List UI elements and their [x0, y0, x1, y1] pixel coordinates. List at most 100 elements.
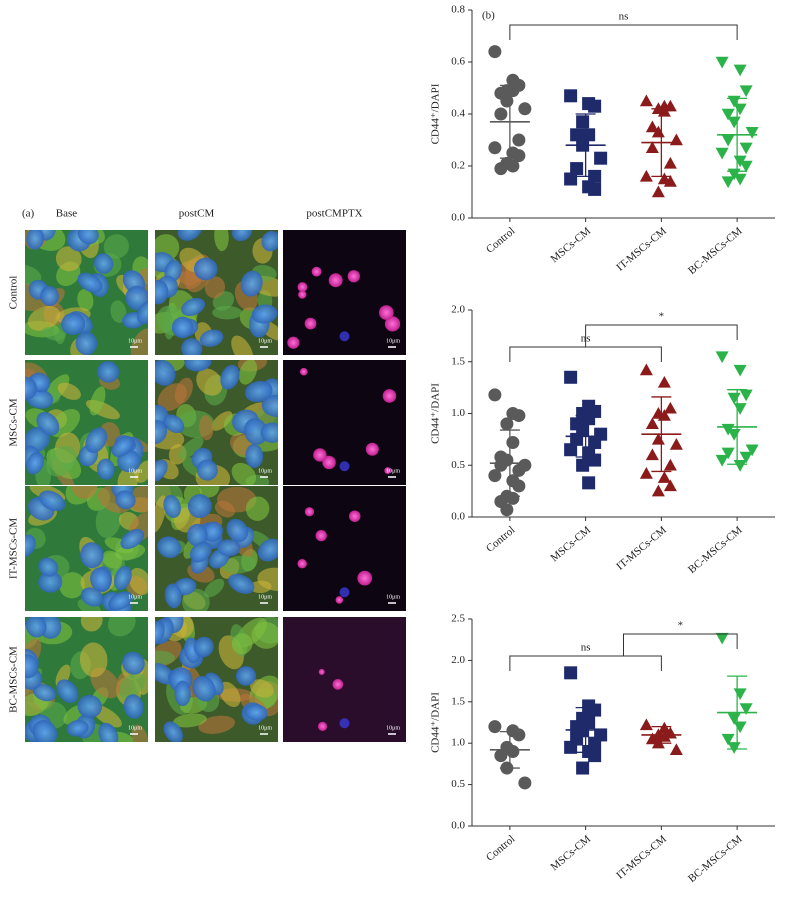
- scale-label: 10μm: [128, 725, 142, 731]
- y-tick-label: 1.0: [451, 737, 465, 749]
- stained-cell: [297, 558, 307, 569]
- image: [283, 486, 406, 611]
- column-label: postCM: [179, 208, 215, 220]
- comparison-bracket: [509, 24, 738, 40]
- nucleus: [155, 459, 168, 483]
- nucleus: [260, 422, 278, 443]
- data-point: [588, 182, 602, 196]
- scale-label: 10μm: [128, 594, 142, 600]
- data-point: [715, 454, 729, 467]
- data-point: [564, 740, 578, 754]
- micrograph: 10μm: [283, 486, 406, 611]
- data-point: [512, 479, 526, 493]
- data-point: [488, 720, 502, 734]
- comparison-bracket: [585, 324, 738, 347]
- cytoplasm: [155, 495, 167, 533]
- data-point: [588, 99, 602, 113]
- nucleus: [244, 704, 268, 721]
- nucleus: [163, 494, 181, 518]
- image: [155, 230, 278, 355]
- data-point: [645, 141, 659, 153]
- image: [283, 360, 406, 485]
- cytoplasm: [231, 462, 257, 485]
- cytoplasm: [174, 377, 193, 404]
- column-label: postCMPTX: [306, 208, 362, 220]
- data-point: [721, 108, 735, 121]
- data-point: [645, 732, 659, 745]
- data-point: [564, 89, 578, 103]
- nucleus: [163, 721, 183, 742]
- nucleus: [235, 666, 257, 686]
- scale-label: 10μm: [386, 594, 400, 600]
- scale-label: 10μm: [386, 725, 400, 731]
- chart: (b) CD44⁺/DAPI 0.0 0.2 0.4 0.6 0.8 Control MSCs-…: [430, 4, 775, 277]
- y-tick-label: 0.8: [451, 4, 465, 16]
- comparison-label: ns: [619, 11, 629, 23]
- cytoplasm: [41, 327, 65, 341]
- data-point: [657, 471, 671, 483]
- stained-cell: [384, 316, 401, 332]
- nucleus: [123, 694, 144, 719]
- scale-label: 10μm: [258, 338, 272, 344]
- data-point: [512, 149, 526, 163]
- data-point: [639, 718, 653, 731]
- nucleus: [38, 557, 59, 577]
- data-point: [645, 120, 659, 133]
- nucleus: [196, 459, 218, 481]
- cytoplasm: [250, 679, 274, 698]
- data-point: [645, 417, 659, 430]
- data-point: [669, 438, 683, 450]
- data-point: [733, 103, 747, 116]
- data-point: [564, 370, 578, 384]
- micrograph: 10μm: [283, 617, 406, 742]
- chart: CD44⁺/DAPI 0.0 0.5 1.0 1.5 2.0 Control MSCs-CM I…: [430, 304, 775, 576]
- data-point: [727, 742, 741, 754]
- data-point: [500, 417, 514, 431]
- micrograph: 10μm: [25, 486, 148, 611]
- data-point: [663, 401, 677, 414]
- cytoplasm: [198, 715, 236, 734]
- cytoplasm: [182, 588, 210, 611]
- data-point: [721, 176, 735, 189]
- stained-cell: [335, 596, 344, 604]
- x-tick-label: BC-MSCs-CM: [686, 524, 745, 576]
- cytoplasm: [71, 486, 97, 499]
- nucleus: [186, 523, 208, 547]
- image: [25, 230, 148, 355]
- nucleus: [251, 304, 278, 324]
- x-tick-label: IT-MSCs-CM: [614, 225, 669, 274]
- cytoplasm: [212, 305, 243, 320]
- data-point: [669, 743, 683, 756]
- image: [283, 617, 406, 742]
- cytoplasm: [110, 300, 127, 323]
- cytoplasm: [117, 465, 140, 485]
- data-point: [570, 162, 584, 176]
- nucleus: [56, 679, 79, 704]
- nucleus: [32, 683, 57, 702]
- nucleus: [220, 364, 240, 390]
- data-point: [512, 133, 526, 147]
- nucleus: [137, 300, 148, 325]
- stained-cell: [384, 467, 392, 475]
- data-point: [715, 351, 729, 364]
- data-point: [564, 172, 578, 186]
- comparison-bracket: [509, 655, 662, 671]
- cytoplasm: [107, 617, 136, 637]
- comparison-bracket: [509, 346, 662, 362]
- nucleus: [202, 521, 224, 542]
- nucleus: [226, 518, 249, 542]
- nucleus: [94, 253, 114, 274]
- data-point: [506, 744, 520, 758]
- data-point: [733, 364, 747, 377]
- y-axis-label: CD44⁺/DAPI: [430, 383, 442, 444]
- stained-cell: [348, 510, 361, 522]
- cytoplasm: [128, 567, 148, 595]
- y-tick-label: 0.0: [451, 511, 465, 523]
- x-tick-label: BC-MSCs-CM: [686, 225, 745, 277]
- column-label: Base: [56, 208, 78, 220]
- y-tick-label: 1.5: [451, 355, 465, 367]
- data-point: [715, 56, 729, 69]
- micrograph: 10μm: [25, 230, 148, 355]
- comparison-label: *: [678, 620, 684, 632]
- micrograph: 10μm: [155, 360, 278, 485]
